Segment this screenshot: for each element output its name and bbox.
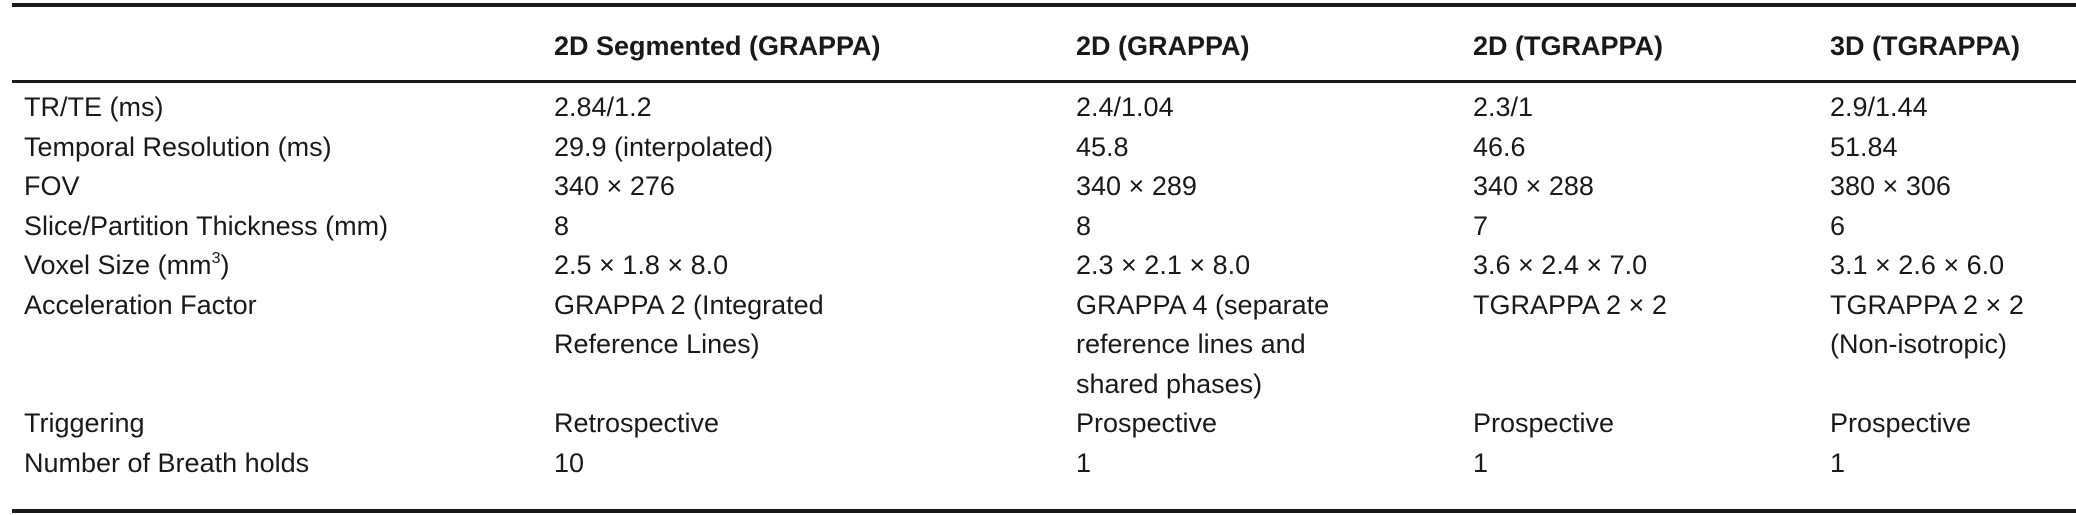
table-cell: GRAPPA 2 (Integrated <box>554 289 824 320</box>
column-header: 2D (GRAPPA) <box>1076 31 1250 61</box>
row-label: Temporal Resolution (ms) <box>24 128 332 168</box>
table-cell: 2.3 × 2.1 × 8.0 <box>1076 250 1251 280</box>
table-cell: 2.9/1.44 <box>1830 92 1928 122</box>
table-cell: 7 <box>1473 210 1489 241</box>
table-cell: Prospective <box>1830 408 1972 438</box>
table-cell: 2.84/1.2 <box>554 92 652 122</box>
row-label-text: Slice/Partition Thickness (mm) <box>24 210 389 241</box>
column-header: 2D Segmented (GRAPPA) <box>554 31 881 61</box>
table-cell: 2.5 × 1.8 × 8.0 <box>554 250 729 280</box>
table-cell: TGRAPPA 2 × 2 <box>1830 289 2024 320</box>
row-label-text: Temporal Resolution (ms) <box>24 131 332 162</box>
row-label: Slice/Partition Thickness (mm) <box>24 207 388 247</box>
row-label: TR/TE (ms) <box>24 88 163 128</box>
row-label: Voxel Size (mm3) <box>24 246 229 286</box>
top-rule <box>12 3 2076 7</box>
table-cell: 2.4/1.04 <box>1076 92 1174 122</box>
table-cell: 2.3/1 <box>1473 92 1534 122</box>
table-cell: 1 <box>1076 447 1092 478</box>
row-label-suffix: ) <box>220 250 230 280</box>
table-cell: 380 × 306 <box>1830 171 1951 201</box>
table-cell: reference lines and <box>1076 329 1306 359</box>
row-label: Number of Breath holds <box>24 444 309 484</box>
table-cell: 6 <box>1830 210 1846 241</box>
bottom-rule <box>12 509 2076 513</box>
table-cell: Retrospective <box>554 408 720 438</box>
table-cell: Prospective <box>1076 408 1218 438</box>
table-cell: Prospective <box>1473 408 1615 438</box>
table-cell: 29.9 (interpolated) <box>554 131 774 162</box>
table-cell: 8 <box>554 210 570 241</box>
table-cell: Reference Lines) <box>554 329 760 359</box>
header-rule <box>12 80 2076 83</box>
table-cell: 3.1 × 2.6 × 6.0 <box>1830 250 2005 280</box>
table-cell: 340 × 276 <box>554 171 675 201</box>
table-cell: (Non-isotropic) <box>1830 329 2008 359</box>
table-cell: 1 <box>1830 447 1846 478</box>
table-cell: 340 × 289 <box>1076 171 1197 201</box>
table-cell: shared phases) <box>1076 368 1263 399</box>
table-cell: 1 <box>1473 447 1489 478</box>
row-label: FOV <box>24 167 80 207</box>
table-cell: GRAPPA 4 (separate <box>1076 289 1330 320</box>
column-header: 2D (TGRAPPA) <box>1473 31 1664 61</box>
row-label-text: Voxel Size (mm <box>24 250 212 280</box>
table-cell: 3.6 × 2.4 × 7.0 <box>1473 250 1648 280</box>
table-cell: TGRAPPA 2 × 2 <box>1473 289 1667 320</box>
column-header: 3D (TGRAPPA) <box>1830 31 2021 61</box>
table-cell: 51.84 <box>1830 131 1898 162</box>
table-cell: 340 × 288 <box>1473 171 1594 201</box>
row-label: Triggering <box>24 404 145 444</box>
table-cell: 8 <box>1076 210 1092 241</box>
table-cell: 45.8 <box>1076 131 1129 162</box>
row-label-text: Number of Breath holds <box>24 447 310 478</box>
row-label: Acceleration Factor <box>24 286 257 326</box>
table-cell: 46.6 <box>1473 131 1526 162</box>
row-label-text: Triggering <box>24 408 145 438</box>
row-label-text: Acceleration Factor <box>24 289 257 320</box>
superscript: 3 <box>211 250 221 267</box>
table-cell: 10 <box>554 447 585 478</box>
row-label-text: FOV <box>24 171 80 201</box>
row-label-text: TR/TE (ms) <box>24 92 164 122</box>
